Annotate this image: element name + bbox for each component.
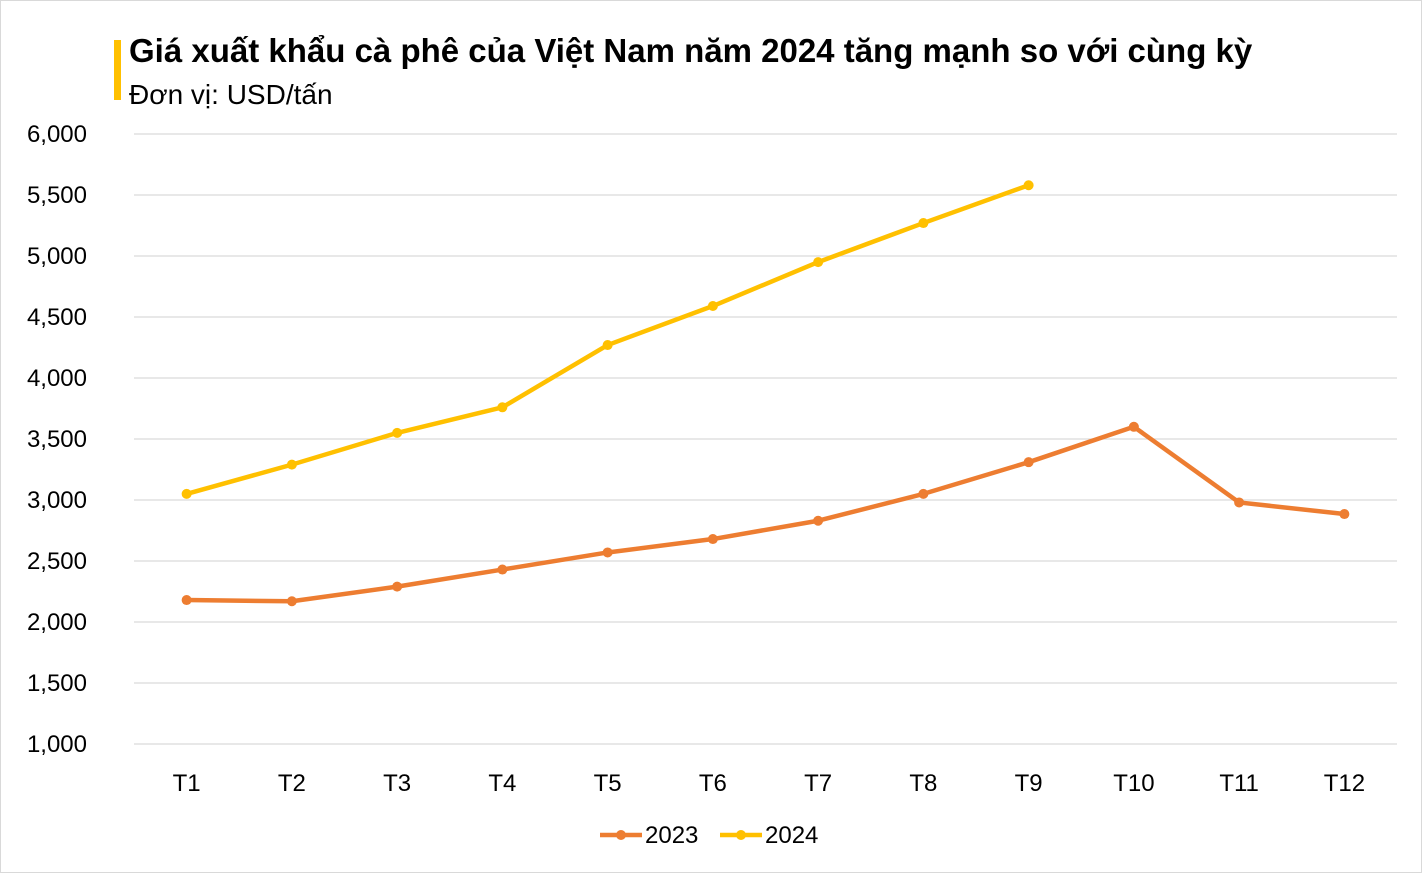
data-point-2024 [1023,180,1034,191]
y-tick-label: 5,000 [27,243,87,270]
series-line-2023 [186,424,1345,604]
data-point-2023 [1234,497,1245,508]
y-tick-label: 6,000 [27,121,87,148]
x-tick-label: T7 [804,770,832,797]
data-point-2024 [602,340,613,351]
y-tick-label: 1,000 [27,731,87,758]
data-point-2023 [392,581,403,592]
y-tick-label: 2,000 [27,609,87,636]
y-tick-label: 2,500 [27,548,87,575]
data-point-2023 [1128,421,1139,432]
y-tick-label: 4,000 [27,365,87,392]
data-point-2023 [181,595,192,606]
data-point-2024 [392,427,403,438]
data-point-2023 [918,488,929,499]
x-tick-label: T2 [278,770,306,797]
data-point-2024 [181,488,192,499]
chart-title: Giá xuất khẩu cà phê của Việt Nam năm 20… [129,32,1253,69]
x-tick-label: T5 [594,770,622,797]
y-tick-label: 5,500 [27,182,87,209]
x-tick-label: T4 [488,770,516,797]
x-tick-label: T11 [1219,770,1259,797]
x-tick-label: T12 [1324,770,1365,797]
data-point-2023 [707,534,718,545]
x-tick-label: T3 [383,770,411,797]
legend-label-2024: 2024 [765,822,818,849]
x-tick-label: T9 [1015,770,1043,797]
y-tick-label: 1,500 [27,670,87,697]
y-tick-label: 4,500 [27,304,87,331]
chart-subtitle: Đơn vị: USD/tấn [129,79,333,110]
x-tick-label: T10 [1113,770,1154,797]
data-point-2023 [286,596,297,607]
x-tick-label: T6 [699,770,727,797]
legend-label-2023: 2023 [645,822,698,849]
title-accent-bar [114,40,121,100]
series-line-2024 [186,183,1030,497]
data-point-2024 [286,459,297,470]
legend-marker-2023 [616,830,626,840]
data-point-2023 [602,547,613,558]
legend-marker-2024 [736,830,746,840]
data-point-2024 [918,218,929,229]
x-tick-label: T1 [173,770,201,797]
y-tick-label: 3,000 [27,487,87,514]
y-tick-label: 3,500 [27,426,87,453]
data-point-2023 [813,515,824,526]
data-point-2023 [497,564,508,575]
data-point-2023 [1023,457,1034,468]
data-point-2024 [707,301,718,312]
x-tick-label: T8 [909,770,937,797]
data-point-2023 [1339,509,1350,520]
data-point-2024 [497,402,508,413]
data-point-2024 [813,257,824,268]
